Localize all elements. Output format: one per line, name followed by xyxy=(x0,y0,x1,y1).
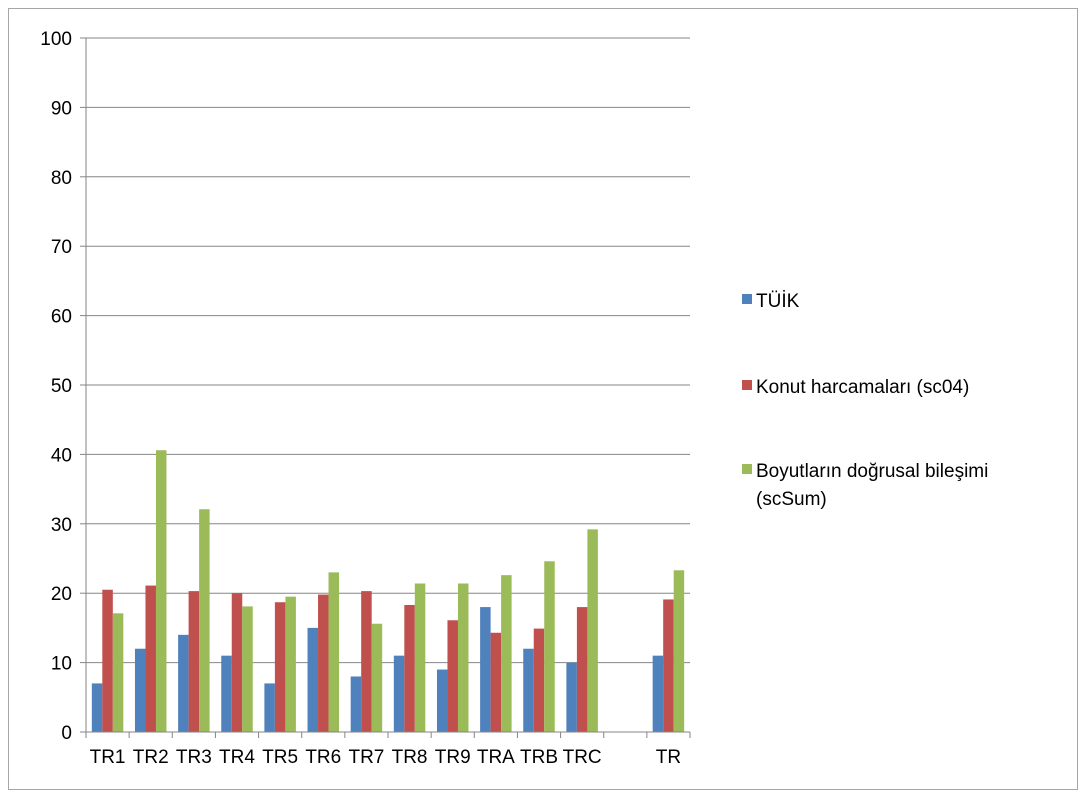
bar xyxy=(673,570,685,732)
legend-label: Boyutların doğrusal bileşimi (scSum) xyxy=(756,461,988,510)
bar xyxy=(307,627,319,732)
bar xyxy=(523,648,534,732)
bar xyxy=(102,589,113,732)
legend-swatch xyxy=(742,464,752,474)
x-tick-label: TR1 xyxy=(90,747,126,768)
y-tick-label: 20 xyxy=(51,584,72,605)
bar xyxy=(414,583,426,732)
y-tick-label: 60 xyxy=(51,307,72,328)
bar xyxy=(436,669,448,732)
legend-item: Boyutların doğrusal bileşimi (scSum) xyxy=(742,461,988,510)
legend-swatch xyxy=(742,294,752,304)
bar xyxy=(221,655,232,732)
bar xyxy=(285,596,296,732)
x-tick-label: TR xyxy=(656,747,681,768)
bar xyxy=(371,623,383,732)
bar xyxy=(652,655,664,732)
bar xyxy=(188,591,200,732)
bar xyxy=(393,655,405,732)
bar xyxy=(231,593,243,732)
bar xyxy=(242,606,253,732)
legend-swatch xyxy=(742,380,752,390)
x-tick-label: TR8 xyxy=(392,747,428,768)
y-tick-label: 50 xyxy=(51,376,72,397)
x-tick-label: TRC xyxy=(563,747,602,768)
gridlines xyxy=(86,37,690,664)
legend-label: Konut harcamaları (sc04) xyxy=(756,377,969,398)
y-tick-label: 100 xyxy=(40,29,72,50)
legend-item: TÜİK xyxy=(742,291,800,312)
bar xyxy=(264,683,275,732)
bar xyxy=(566,662,577,732)
bar xyxy=(178,634,189,732)
y-tick-label: 10 xyxy=(51,654,72,675)
bar xyxy=(318,594,329,732)
legend-item: Konut harcamaları (sc04) xyxy=(742,377,969,398)
bar xyxy=(533,628,545,732)
legend: TÜİK Konut harcamaları (sc04) Boyutların d… xyxy=(742,291,988,510)
y-axis-ticks: 0 10 20 30 40 50 60 70 80 90 100 xyxy=(40,29,86,744)
bar xyxy=(199,509,210,732)
x-tick-label: TR5 xyxy=(262,747,298,768)
x-tick-label: TR2 xyxy=(133,747,169,768)
y-tick-label: 90 xyxy=(51,98,72,119)
bar xyxy=(350,676,362,732)
x-axis-ticks: TR1 TR2 TR3 TR4 TR5 TR6 TR7 TR8 TR9 TRA TRB TRC TR xyxy=(85,732,691,768)
bar xyxy=(404,604,415,732)
y-tick-label: 40 xyxy=(51,445,72,466)
x-tick-label: TR7 xyxy=(348,747,384,768)
bar xyxy=(480,607,491,732)
x-tick-label: TR6 xyxy=(305,747,341,768)
bar xyxy=(447,620,458,732)
x-tick-label: TRB xyxy=(520,747,558,768)
bar xyxy=(91,683,103,732)
x-tick-label: TR4 xyxy=(219,747,255,768)
bar xyxy=(457,583,469,732)
bar xyxy=(663,599,674,732)
bar xyxy=(155,450,167,732)
bar xyxy=(134,648,146,732)
bar xyxy=(587,529,598,732)
bar xyxy=(501,575,512,732)
x-tick-label: TR3 xyxy=(176,747,212,768)
y-tick-label: 80 xyxy=(51,168,72,189)
y-tick-label: 30 xyxy=(51,515,72,536)
bar xyxy=(145,585,156,732)
bar xyxy=(361,591,372,732)
x-tick-label: TR9 xyxy=(435,747,471,768)
bar xyxy=(544,561,555,732)
bar xyxy=(490,632,502,732)
bars xyxy=(91,450,685,732)
y-tick-label: 70 xyxy=(51,237,72,258)
y-tick-label: 0 xyxy=(61,723,72,744)
legend-label: TÜİK xyxy=(756,291,800,312)
bar xyxy=(576,607,588,732)
bar xyxy=(274,602,286,732)
x-tick-label: TRA xyxy=(477,747,515,768)
bar xyxy=(112,613,124,732)
bar xyxy=(328,572,340,732)
